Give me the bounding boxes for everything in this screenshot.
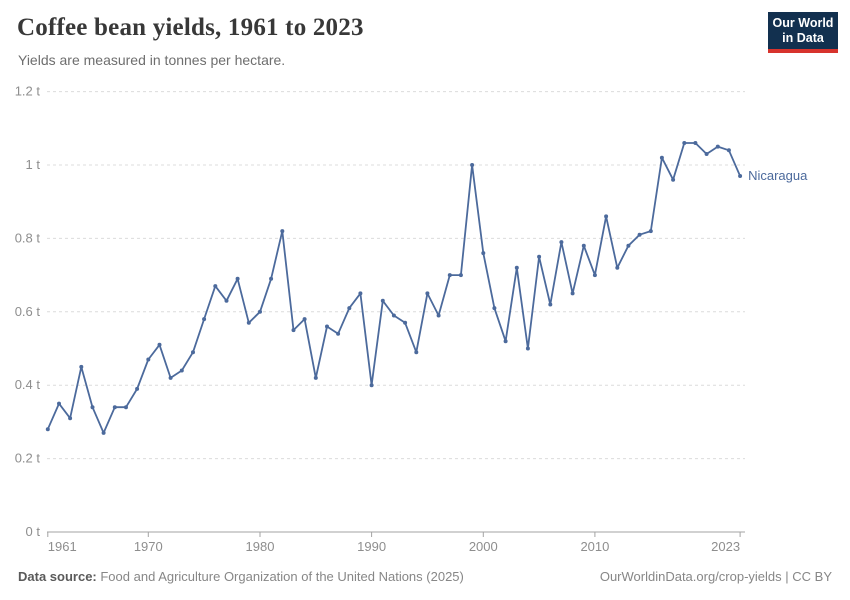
x-tick-label: 2010: [580, 539, 609, 554]
page-title: Coffee bean yields, 1961 to 2023: [17, 14, 364, 41]
data-point-2020[interactable]: [704, 152, 709, 156]
data-point-1981[interactable]: [269, 276, 274, 281]
data-point-1969[interactable]: [135, 386, 140, 391]
data-source-note: Data source: Food and Agriculture Organi…: [18, 569, 464, 584]
data-point-2019[interactable]: [693, 141, 698, 145]
data-point-1987[interactable]: [336, 331, 341, 336]
y-tick-label: 0.6 t: [15, 304, 41, 319]
data-point-2005[interactable]: [537, 254, 542, 259]
data-point-1966[interactable]: [101, 430, 106, 435]
data-point-2006[interactable]: [548, 302, 553, 307]
y-tick-label: 1.2 t: [15, 84, 41, 99]
y-gridlines: [47, 91, 745, 533]
data-point-2010[interactable]: [592, 273, 597, 278]
x-tick-label: 1990: [357, 539, 386, 554]
data-point-1993[interactable]: [403, 320, 408, 325]
data-point-2023[interactable]: [738, 174, 743, 178]
data-point-1998[interactable]: [458, 273, 463, 278]
data-point-2003[interactable]: [514, 265, 519, 270]
entity-label-nicaragua[interactable]: Nicaragua: [748, 168, 808, 183]
owid-logo[interactable]: Our World in Data: [768, 12, 838, 53]
data-point-2016[interactable]: [659, 155, 664, 160]
data-point-2000[interactable]: [481, 251, 486, 256]
data-point-2013[interactable]: [626, 243, 631, 248]
data-point-1983[interactable]: [291, 328, 296, 333]
data-point-1974[interactable]: [191, 350, 195, 355]
data-point-2014[interactable]: [637, 232, 642, 237]
data-point-1968[interactable]: [124, 405, 128, 410]
y-tick-label: 0 t: [26, 524, 41, 539]
data-point-2018[interactable]: [682, 141, 687, 145]
data-point-1971[interactable]: [157, 342, 162, 347]
data-point-1984[interactable]: [302, 317, 307, 322]
data-point-2022[interactable]: [726, 148, 731, 153]
data-point-1970[interactable]: [146, 357, 151, 362]
data-point-1972[interactable]: [168, 375, 173, 380]
data-point-2008[interactable]: [570, 291, 575, 296]
data-point-2017[interactable]: [671, 177, 676, 182]
data-point-2021[interactable]: [715, 144, 720, 149]
series-line-nicaragua[interactable]: [46, 142, 741, 434]
y-tick-label: 1 t: [26, 157, 41, 172]
owid-credit-link[interactable]: OurWorldinData.org/crop-yields | CC BY: [599, 569, 832, 584]
data-point-1978[interactable]: [235, 276, 240, 281]
data-point-1985[interactable]: [313, 375, 318, 380]
data-point-1992[interactable]: [391, 313, 396, 318]
x-tick-label: 2023: [711, 539, 740, 554]
data-point-1995[interactable]: [425, 291, 430, 296]
y-tick-label: 0.4 t: [15, 377, 41, 392]
x-tick-label: 1970: [134, 539, 163, 554]
y-tick-label: 0.8 t: [15, 230, 41, 245]
x-tick-label: 2000: [469, 539, 498, 554]
data-point-1977[interactable]: [224, 298, 229, 303]
y-axis-labels: 0 t 0.2 t 0.4 t 0.6 t 0.8 t 1 t 1.2 t: [15, 84, 41, 539]
data-point-2009[interactable]: [581, 243, 586, 248]
data-point-1961[interactable]: [45, 427, 50, 432]
page-subtitle: Yields are measured in tonnes per hectar…: [18, 52, 286, 68]
data-point-1980[interactable]: [258, 309, 262, 314]
series-nicaragua[interactable]: [45, 141, 743, 435]
data-source-label: Data source:: [18, 569, 97, 584]
data-point-1996[interactable]: [436, 313, 441, 318]
y-tick-label: 0.2 t: [15, 451, 41, 466]
data-point-2001[interactable]: [492, 306, 497, 311]
data-point-1979[interactable]: [246, 320, 251, 325]
owid-logo-line2: in Data: [782, 30, 824, 45]
data-point-1990[interactable]: [369, 383, 374, 388]
data-point-2012[interactable]: [615, 265, 620, 270]
data-point-1964[interactable]: [79, 364, 84, 369]
chart-footer: Data source: Food and Agriculture Organi…: [18, 569, 832, 584]
data-point-1967[interactable]: [112, 405, 117, 410]
data-point-1975[interactable]: [202, 317, 207, 322]
data-point-1997[interactable]: [447, 273, 452, 278]
data-point-2002[interactable]: [503, 339, 508, 344]
data-point-1963[interactable]: [68, 416, 73, 421]
data-point-1986[interactable]: [325, 324, 329, 329]
data-source-text: Food and Agriculture Organization of the…: [96, 569, 464, 584]
data-point-2011[interactable]: [604, 214, 609, 219]
data-point-1982[interactable]: [280, 229, 285, 234]
data-point-2004[interactable]: [525, 346, 530, 351]
data-point-1976[interactable]: [213, 284, 218, 289]
data-point-1962[interactable]: [57, 401, 61, 406]
data-point-1988[interactable]: [347, 306, 352, 311]
data-point-1989[interactable]: [358, 291, 363, 296]
data-point-1973[interactable]: [179, 368, 184, 373]
x-axis: 1961 1970 1980 1990 2000 2010 2023: [47, 532, 741, 554]
data-point-1965[interactable]: [90, 405, 95, 410]
data-point-1991[interactable]: [380, 298, 385, 303]
data-point-2007[interactable]: [559, 240, 564, 245]
x-tick-label: 1980: [246, 539, 275, 554]
data-point-1999[interactable]: [470, 163, 475, 167]
x-tick-label: 1961: [48, 539, 77, 554]
owid-logo-line1: Our World: [772, 15, 834, 30]
data-point-2015[interactable]: [648, 229, 653, 234]
data-point-1994[interactable]: [414, 350, 419, 355]
